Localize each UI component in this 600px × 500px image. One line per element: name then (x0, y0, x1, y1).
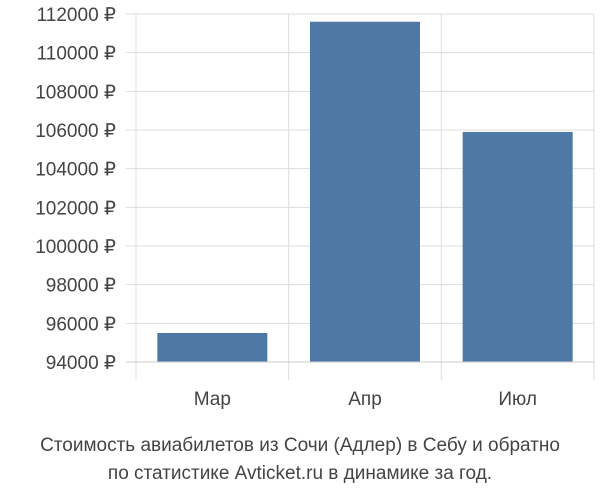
caption-line-2: по статистике Avticket.ru в динамике за … (107, 463, 493, 484)
y-tick-label: 110000 ₽ (37, 44, 116, 65)
y-tick-label: 94000 ₽ (46, 353, 116, 374)
chart-caption: Стоимость авиабилетов из Сочи (Адлер) в … (0, 432, 600, 488)
x-tick-label: Мар (194, 389, 231, 410)
y-tick-label: 98000 ₽ (46, 276, 116, 297)
y-tick-label: 102000 ₽ (35, 198, 116, 219)
y-tick-label: 100000 ₽ (35, 237, 116, 258)
y-tick-label: 96000 ₽ (46, 314, 116, 335)
x-tick-label: Апр (348, 389, 382, 410)
bar-2 (462, 131, 573, 362)
y-tick-label: 104000 ₽ (35, 160, 116, 181)
bar-1 (310, 21, 420, 362)
bars (157, 21, 573, 362)
y-tick-label: 108000 ₽ (35, 82, 116, 103)
y-tick-label: 112000 ₽ (37, 5, 116, 26)
bar-0 (157, 333, 268, 362)
axis-labels: 94000 ₽ 96000 ₽ 98000 ₽ 100000 ₽ 102000 ₽ 104… (35, 5, 537, 410)
bar-chart: 94000 ₽ 96000 ₽ 98000 ₽ 100000 ₽ 102000 ₽ 104… (35, 5, 595, 410)
caption-line-1: Стоимость авиабилетов из Сочи (Адлер) в … (40, 435, 560, 456)
y-tick-label: 106000 ₽ (35, 121, 116, 142)
x-tick-label: Июл (498, 389, 537, 410)
